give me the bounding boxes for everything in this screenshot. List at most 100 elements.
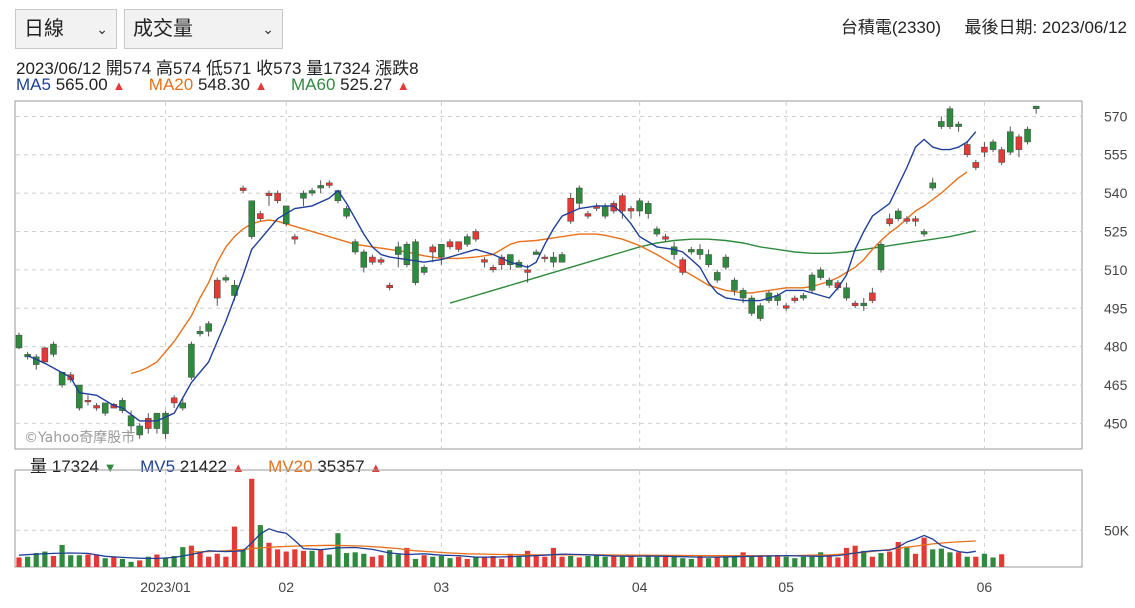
volume-bar [292, 549, 298, 567]
candle-body [257, 213, 264, 219]
price-tick-label: 570 [1104, 108, 1128, 124]
candle-body [636, 200, 643, 212]
candle-body [239, 187, 247, 191]
candle-body [205, 323, 212, 332]
chevron-down-icon: ⌄ [96, 21, 108, 37]
price-tick-label: 555 [1104, 147, 1128, 163]
volume-bar [473, 556, 479, 567]
candle-body [688, 249, 695, 253]
candle-body [472, 231, 480, 240]
volume-bar [637, 557, 643, 567]
mv20-value: 35357 [317, 457, 365, 476]
candle-body [713, 272, 721, 281]
volume-bar [119, 558, 126, 567]
volume-bar [361, 553, 367, 567]
volume-bar [869, 556, 875, 567]
volume-bar [524, 550, 531, 567]
candle-body [550, 256, 557, 263]
candle-body [524, 269, 531, 273]
candle-body [136, 425, 143, 436]
volume-bar [904, 546, 910, 567]
date-tick-label: 04 [632, 579, 648, 595]
candle-body [369, 256, 376, 263]
volume-bar [68, 555, 74, 567]
candle-body [662, 236, 669, 240]
grid [16, 102, 1081, 566]
ma60-label: MA60 [291, 75, 336, 94]
candle-body [403, 244, 411, 266]
candle-body [50, 343, 57, 355]
mv5-up-arrow-icon: ▲ [231, 460, 245, 475]
candle-body [894, 210, 902, 219]
candle-body [610, 203, 618, 212]
candle-body [170, 397, 178, 404]
candles [15, 105, 1040, 439]
volume-bar [671, 555, 677, 567]
candle-body [386, 284, 393, 289]
candle-body [851, 302, 859, 306]
candle-body [731, 279, 738, 291]
volume-bar [731, 555, 738, 567]
candle-body [757, 305, 764, 319]
candle-body [420, 267, 428, 273]
volume-bar [137, 560, 143, 567]
candle-body [972, 162, 980, 168]
date-tick-label: 2023/01 [140, 579, 191, 595]
volume-bar [318, 549, 324, 567]
volume-bar [783, 556, 789, 567]
mv5-label: MV5 [140, 457, 176, 476]
candle-body [489, 267, 497, 271]
volume-bar [619, 556, 625, 567]
volume-bar [249, 478, 255, 567]
candle-body [989, 141, 997, 150]
volume-bar [990, 557, 996, 567]
volume-bar [326, 554, 332, 567]
candle-body [1007, 131, 1014, 153]
volume-bar [206, 556, 212, 567]
indicator-select[interactable]: 成交量 ⌄ [124, 9, 283, 49]
candle-body [541, 256, 549, 259]
candle-body [679, 259, 686, 273]
candle-body [93, 405, 100, 409]
candle-body [1024, 128, 1031, 143]
volume-value: 17324 [51, 457, 100, 476]
volume-bar [843, 547, 850, 567]
candle-body [877, 244, 885, 271]
candle-body [627, 208, 635, 212]
volume-bar [999, 554, 1005, 567]
ma20-label: MA20 [148, 75, 194, 94]
candle-body [800, 295, 807, 299]
candle-body [869, 292, 876, 301]
candle-body [481, 259, 488, 263]
price-tick-label: 540 [1104, 185, 1128, 201]
candle-body [455, 241, 462, 250]
volume-bar [283, 551, 289, 567]
volume-bar [895, 542, 901, 567]
volume-bar [300, 550, 307, 567]
candle-body [15, 334, 23, 349]
ma5-series [27, 131, 977, 422]
ohlc-summary: 2023/06/12 開574 高574 低571 收573 量17324 漲跌… [16, 59, 419, 78]
volume-bar [456, 556, 462, 567]
volume-bar [740, 552, 746, 567]
volume-bar [723, 557, 729, 567]
volume-bar [706, 558, 712, 567]
volume-bar [887, 551, 893, 567]
volume-bar [343, 553, 350, 567]
volume-bar [404, 547, 410, 567]
ma5-value: 565.00 [55, 75, 108, 94]
candle-body [886, 218, 893, 225]
candle-body [843, 287, 850, 299]
volume-bar [499, 558, 505, 567]
date-axis-labels: 2023/01 02 03 04 05 06 [140, 579, 992, 595]
candle-body [791, 297, 799, 301]
candle-body [938, 121, 945, 127]
volume-bar [602, 556, 608, 567]
volume-bar [593, 555, 600, 567]
date-tick-label: 03 [434, 579, 450, 595]
volume-bar [25, 556, 31, 567]
period-select[interactable]: 日線 ⌄ [15, 9, 117, 49]
price-tick-label: 465 [1104, 377, 1128, 393]
volume-bar [568, 555, 574, 567]
